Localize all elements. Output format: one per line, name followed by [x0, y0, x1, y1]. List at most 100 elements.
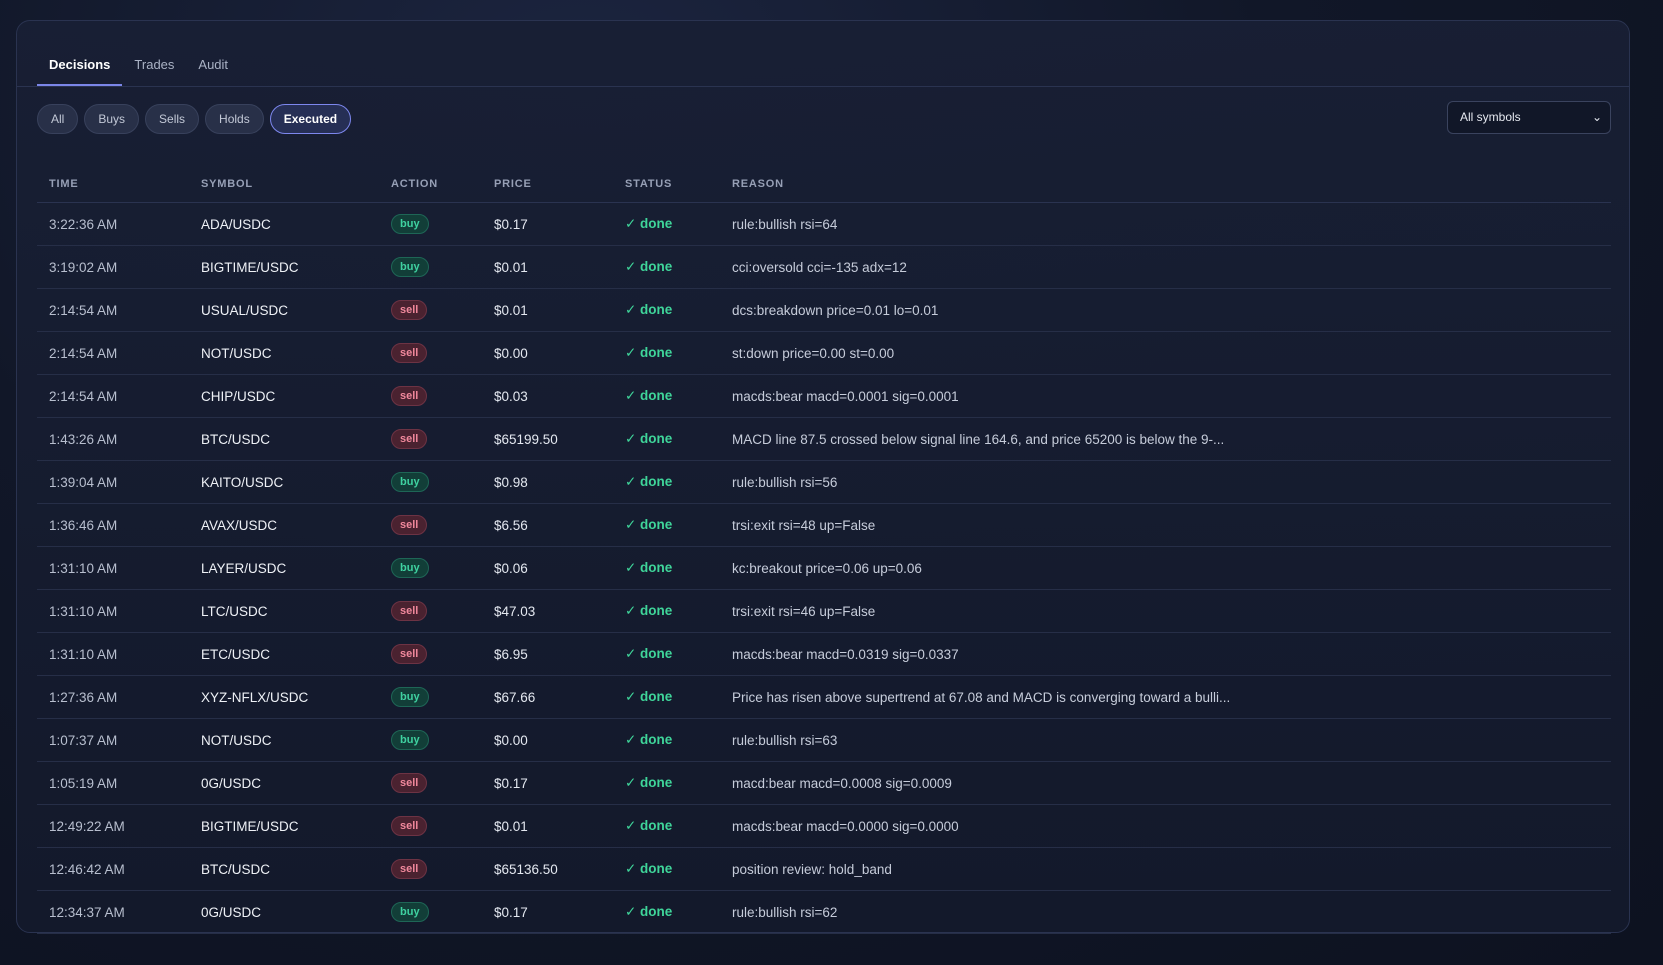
table-row[interactable]: 1:36:46 AM AVAX/USDC sell $6.56 ✓ done trsi:e… [37, 503, 1611, 547]
row-symbol: BTC/USDC [189, 847, 379, 891]
row-action: buy [379, 890, 482, 934]
status-badge: ✓ done [625, 431, 673, 446]
table-row[interactable]: 12:46:42 AM BTC/USDC sell $65136.50 ✓ done po… [37, 847, 1611, 891]
row-status: ✓ done [613, 245, 720, 289]
action-badge: sell [391, 429, 428, 449]
status-badge: ✓ done [625, 345, 673, 360]
filter-all-button[interactable]: All [37, 104, 79, 134]
filter-holds-button[interactable]: Holds [205, 104, 264, 134]
row-time: 1:43:26 AM [37, 417, 189, 461]
table-row[interactable]: 2:14:54 AM USUAL/USDC sell $0.01 ✓ done dcs:b… [37, 288, 1611, 332]
table-row[interactable]: 2:14:54 AM NOT/USDC sell $0.00 ✓ done st:down… [37, 331, 1611, 375]
row-action: buy [379, 718, 482, 762]
row-price: $0.01 [482, 804, 613, 848]
action-badge: buy [391, 687, 429, 707]
column-header-action[interactable]: ACTION [379, 166, 482, 203]
row-status: ✓ done [613, 331, 720, 375]
column-header-status[interactable]: STATUS [613, 166, 720, 203]
column-header-symbol[interactable]: SYMBOL [189, 166, 379, 203]
column-header-price[interactable]: PRICE [482, 166, 613, 203]
tab-audit[interactable]: Audit [198, 57, 229, 72]
row-reason: st:down price=0.00 st=0.00 [720, 331, 1611, 375]
filter-executed-button[interactable]: Executed [269, 104, 352, 134]
row-symbol: 0G/USDC [189, 890, 379, 934]
table-body: 3:22:36 AM ADA/USDC buy $0.17 ✓ done rule:bul… [37, 202, 1611, 934]
row-price: $0.00 [482, 718, 613, 762]
row-symbol: ETC/USDC [189, 632, 379, 676]
table-row[interactable]: 12:34:37 AM 0G/USDC buy $0.17 ✓ done rule:bul… [37, 890, 1611, 934]
row-status: ✓ done [613, 374, 720, 418]
row-time: 1:31:10 AM [37, 589, 189, 633]
row-price: $6.95 [482, 632, 613, 676]
action-badge: buy [391, 902, 429, 922]
tab-bar: Decisions Trades Audit [37, 57, 240, 86]
row-reason: macds:bear macd=0.0000 sig=0.0000 [720, 804, 1611, 848]
row-action: buy [379, 245, 482, 289]
row-price: $0.17 [482, 890, 613, 934]
table-row[interactable]: 12:49:22 AM BIGTIME/USDC sell $0.01 ✓ done ma… [37, 804, 1611, 848]
row-action: sell [379, 503, 482, 547]
table-row[interactable]: 1:39:04 AM KAITO/USDC buy $0.98 ✓ done rule:b… [37, 460, 1611, 504]
row-symbol: ADA/USDC [189, 202, 379, 246]
row-time: 1:31:10 AM [37, 632, 189, 676]
row-symbol: BIGTIME/USDC [189, 245, 379, 289]
row-symbol: AVAX/USDC [189, 503, 379, 547]
row-time: 1:39:04 AM [37, 460, 189, 504]
status-badge: ✓ done [625, 732, 673, 747]
row-status: ✓ done [613, 718, 720, 762]
table-row[interactable]: 1:07:37 AM NOT/USDC buy $0.00 ✓ done rule:bul… [37, 718, 1611, 762]
table-row[interactable]: 1:31:10 AM ETC/USDC sell $6.95 ✓ done macds:b… [37, 632, 1611, 676]
row-price: $65136.50 [482, 847, 613, 891]
tab-decisions[interactable]: Decisions [37, 57, 123, 86]
filter-buys-button[interactable]: Buys [84, 104, 140, 134]
row-status: ✓ done [613, 804, 720, 848]
column-header-reason[interactable]: REASON [720, 166, 1611, 203]
table-row[interactable]: 1:31:10 AM LTC/USDC sell $47.03 ✓ done trsi:e… [37, 589, 1611, 633]
row-status: ✓ done [613, 632, 720, 676]
table-row[interactable]: 1:43:26 AM BTC/USDC sell $65199.50 ✓ done MAC… [37, 417, 1611, 461]
table-row[interactable]: 2:14:54 AM CHIP/USDC sell $0.03 ✓ done macds:… [37, 374, 1611, 418]
row-action: buy [379, 675, 482, 719]
table-row[interactable]: 3:19:02 AM BIGTIME/USDC buy $0.01 ✓ done cci:… [37, 245, 1611, 289]
column-header-time[interactable]: TIME [37, 166, 189, 203]
tab-trades[interactable]: Trades [134, 57, 175, 72]
table-row[interactable]: 1:05:19 AM 0G/USDC sell $0.17 ✓ done macd:bea… [37, 761, 1611, 805]
row-status: ✓ done [613, 288, 720, 332]
row-price: $6.56 [482, 503, 613, 547]
action-badge: sell [391, 773, 428, 793]
row-action: buy [379, 460, 482, 504]
status-badge: ✓ done [625, 861, 673, 876]
row-status: ✓ done [613, 847, 720, 891]
row-time: 12:46:42 AM [37, 847, 189, 891]
row-price: $65199.50 [482, 417, 613, 461]
row-price: $67.66 [482, 675, 613, 719]
row-status: ✓ done [613, 503, 720, 547]
row-time: 1:31:10 AM [37, 546, 189, 590]
status-badge: ✓ done [625, 818, 673, 833]
row-action: sell [379, 331, 482, 375]
row-status: ✓ done [613, 546, 720, 590]
row-reason: MACD line 87.5 crossed below signal line… [720, 417, 1611, 461]
row-symbol: LTC/USDC [189, 589, 379, 633]
row-price: $0.00 [482, 331, 613, 375]
row-price: $0.01 [482, 288, 613, 332]
row-reason: macd:bear macd=0.0008 sig=0.0009 [720, 761, 1611, 805]
row-price: $0.17 [482, 202, 613, 246]
row-symbol: BIGTIME/USDC [189, 804, 379, 848]
row-symbol: CHIP/USDC [189, 374, 379, 418]
table-row[interactable]: 3:22:36 AM ADA/USDC buy $0.17 ✓ done rule:bul… [37, 202, 1611, 246]
row-reason: kc:breakout price=0.06 up=0.06 [720, 546, 1611, 590]
row-reason: trsi:exit rsi=46 up=False [720, 589, 1611, 633]
row-price: $47.03 [482, 589, 613, 633]
symbol-select[interactable]: All symbols ⌄ [1447, 101, 1611, 134]
filter-sells-button[interactable]: Sells [145, 104, 200, 134]
status-badge: ✓ done [625, 904, 673, 919]
status-badge: ✓ done [625, 517, 673, 532]
row-price: $0.01 [482, 245, 613, 289]
row-reason: cci:oversold cci=-135 adx=12 [720, 245, 1611, 289]
row-action: sell [379, 847, 482, 891]
table-row[interactable]: 1:31:10 AM LAYER/USDC buy $0.06 ✓ done kc:bre… [37, 546, 1611, 590]
status-badge: ✓ done [625, 689, 673, 704]
row-symbol: BTC/USDC [189, 417, 379, 461]
table-row[interactable]: 1:27:36 AM XYZ-NFLX/USDC buy $67.66 ✓ done Pr… [37, 675, 1611, 719]
